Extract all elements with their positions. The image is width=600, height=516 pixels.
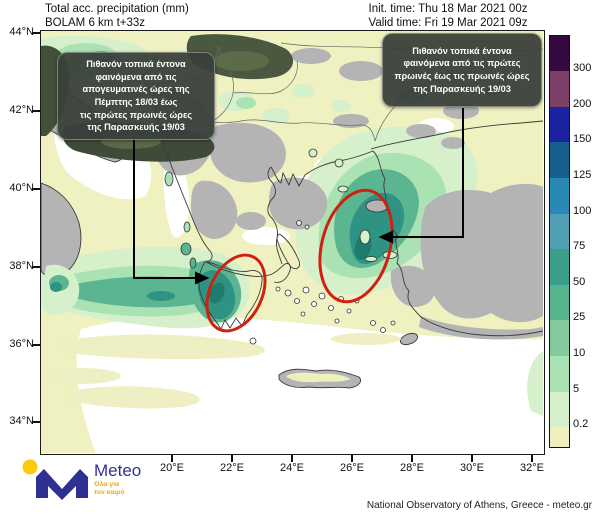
- colorbar-band: [550, 142, 569, 178]
- lon-tick: [231, 455, 233, 462]
- colorbar: [549, 35, 570, 448]
- lat-label: 36°N: [9, 338, 34, 350]
- lon-tick: [471, 455, 473, 462]
- colorbar-band: [550, 107, 569, 142]
- lon-tick: [531, 455, 533, 462]
- logo-yellow-dot: [22, 459, 38, 475]
- lat-tick: [32, 421, 40, 423]
- annotation-right: Πιθανόν τοπικά έντονα φαινόμενα από τις …: [382, 33, 542, 107]
- colorbar-tick-label: 10: [573, 347, 586, 359]
- colorbar-tick-label: 50: [573, 276, 586, 288]
- highlight-ellipse-peloponnese: [205, 253, 267, 333]
- annotation-left: Πιθανόν τοπικά έντονα φαινόμενα από τις …: [57, 52, 215, 140]
- lon-label: 30°E: [460, 462, 484, 474]
- logo-tagline-1: Όλα για: [93, 480, 120, 488]
- run-times: Init. time: Thu 18 Mar 2021 00z Valid ti…: [348, 2, 548, 30]
- lon-tick: [351, 455, 353, 462]
- lat-tick: [32, 266, 40, 268]
- logo-tagline-2: τον καιρό: [94, 489, 125, 496]
- valid-time: Valid time: Fri 19 Mar 2021 09z: [368, 17, 528, 29]
- lat-tick: [32, 32, 40, 34]
- trace-precip-streaks: [41, 333, 401, 409]
- lat-label: 42°N: [9, 104, 34, 116]
- crete-interior: [286, 372, 351, 383]
- logo-text: Meteo: [94, 461, 141, 480]
- lon-label: 20°E: [160, 462, 184, 474]
- lat-tick: [32, 344, 40, 346]
- colorbar-tick-label: 0.2: [573, 418, 589, 430]
- colorbar-band: [550, 427, 569, 447]
- title-line-1: Total acc. precipitation (mm): [45, 3, 189, 15]
- highlight-ellipse-north-aegean: [318, 188, 394, 304]
- lat-tick: [32, 110, 40, 112]
- colorbar-tick-label: 100: [573, 205, 592, 217]
- lon-tick: [411, 455, 413, 462]
- annotation-connectors: [133, 108, 464, 285]
- colorbar-tick-label: 125: [573, 169, 592, 181]
- map-title: Total acc. precipitation (mm) BOLAM 6 km…: [45, 2, 189, 30]
- lat-tick: [32, 188, 40, 190]
- colorbar-tick-label: 5: [573, 383, 580, 395]
- colorbar-band: [550, 71, 569, 107]
- colorbar-tick-label: 75: [573, 240, 586, 252]
- title-line-2: BOLAM 6 km t+33z: [45, 17, 146, 29]
- colorbar-band: [550, 356, 569, 392]
- colorbar-tick-label: 300: [573, 62, 592, 74]
- lon-label: 28°E: [400, 462, 424, 474]
- logo-m-icon: [36, 469, 88, 500]
- lon-label: 24°E: [280, 462, 304, 474]
- lon-label: 26°E: [340, 462, 364, 474]
- colorbar-band: [550, 178, 569, 214]
- precip-core-areas: [209, 234, 372, 304]
- attribution-text: National Observatory of Athens, Greece -…: [366, 500, 592, 511]
- lon-tick: [291, 455, 293, 462]
- lon-tick: [171, 455, 173, 462]
- lat-label: 40°N: [9, 182, 34, 194]
- calabria-precip: [41, 264, 80, 315]
- colorbar-tick-label: 150: [573, 133, 592, 145]
- highlight-ellipses: [205, 188, 394, 333]
- colorbar-band: [550, 36, 569, 71]
- meteo-logo[interactable]: Meteo Όλα για τον καιρό: [18, 452, 188, 512]
- lat-label: 38°N: [9, 260, 34, 272]
- init-time: Init. time: Thu 18 Mar 2021 00z: [368, 3, 528, 15]
- colorbar-tick-label: 200: [573, 98, 592, 110]
- map-area: [40, 30, 545, 455]
- lon-label: 32°E: [520, 462, 544, 474]
- colorbar-band: [550, 214, 569, 249]
- colorbar-band: [550, 320, 569, 356]
- islands: [164, 148, 398, 345]
- colorbar-band: [550, 249, 569, 285]
- colorbar-band: [550, 392, 569, 427]
- lat-label: 44°N: [9, 26, 34, 38]
- colorbar-tick-label: 25: [573, 311, 586, 323]
- precipitation-map: [41, 31, 543, 453]
- colorbar-band: [550, 285, 569, 320]
- lon-label: 22°E: [220, 462, 244, 474]
- lat-label: 34°N: [9, 415, 34, 427]
